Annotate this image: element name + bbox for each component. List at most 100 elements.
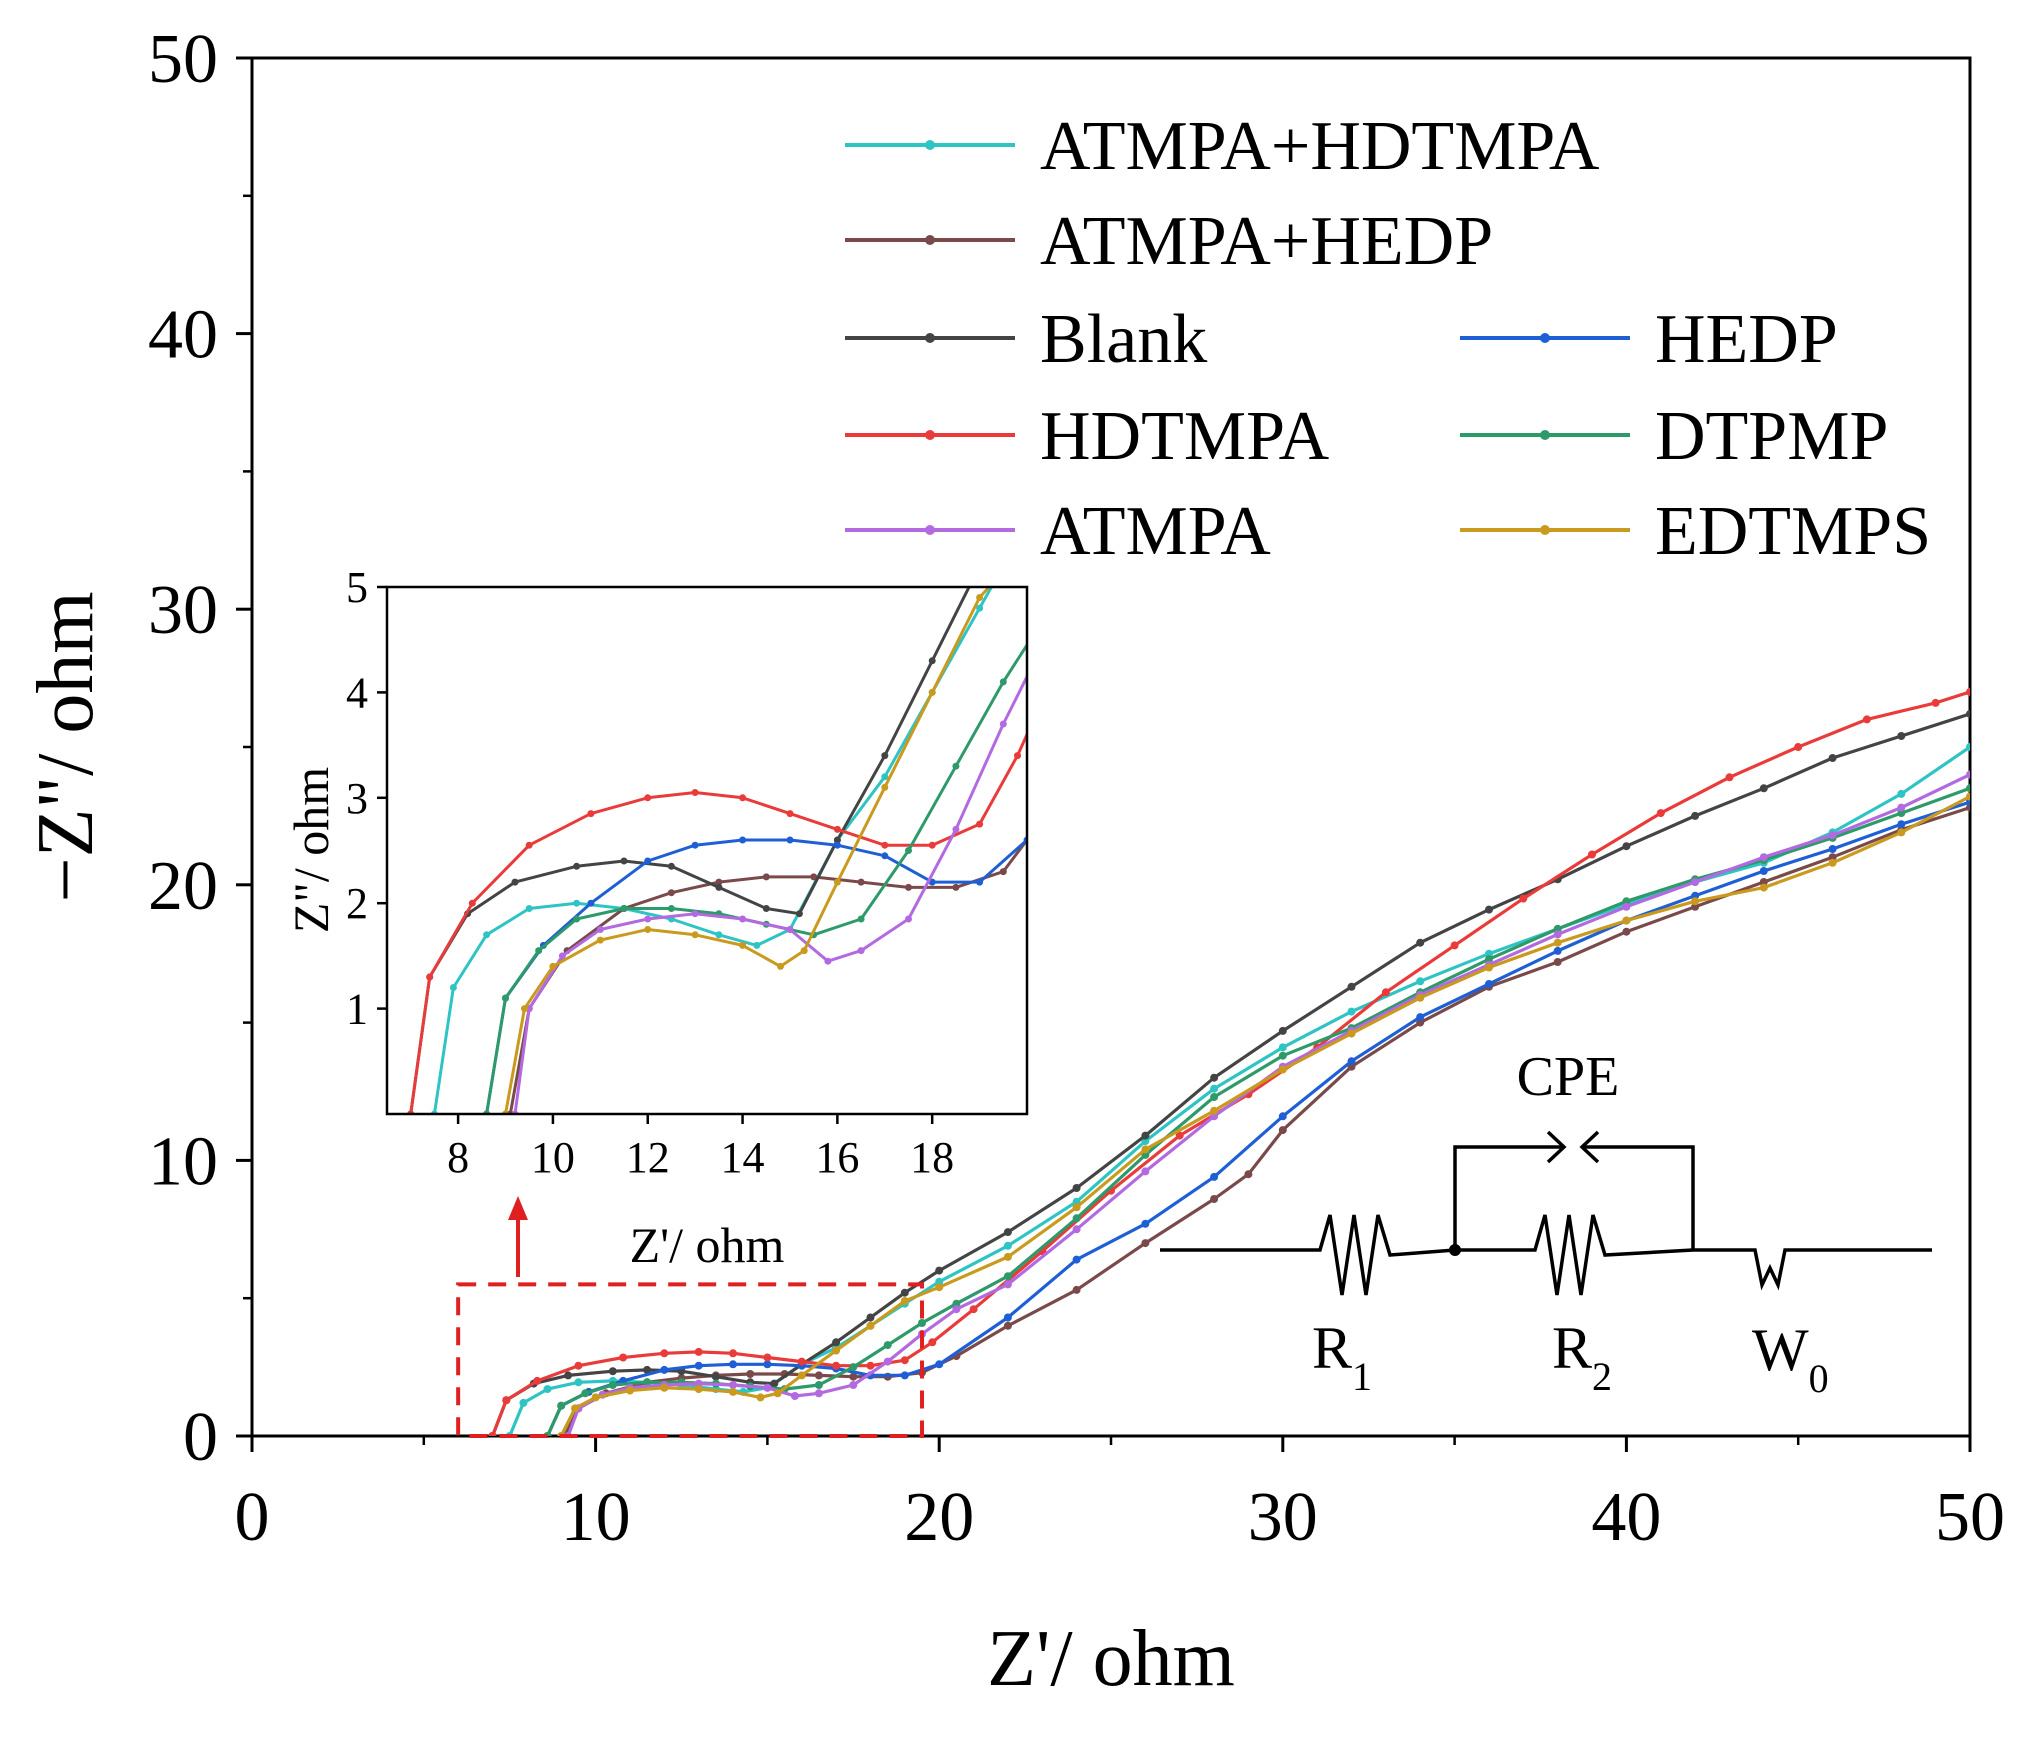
legend-label: ATMPA+HDTMPA xyxy=(1040,108,1600,185)
data-point xyxy=(1656,809,1665,818)
inset-data-point xyxy=(535,947,543,955)
inset-data-point xyxy=(1071,626,1078,633)
inset-data-point xyxy=(667,889,675,897)
inset-data-point xyxy=(715,931,723,939)
data-point xyxy=(1450,941,1459,950)
data-point xyxy=(1278,1051,1287,1060)
main-series-layer xyxy=(488,687,1970,1436)
inset-data-point xyxy=(511,878,519,886)
inset-data-point xyxy=(976,594,984,601)
data-point xyxy=(1691,902,1700,911)
inset-data-point xyxy=(881,783,889,791)
inset-data-point xyxy=(795,910,803,918)
circuit-r2-label: R2 xyxy=(1552,1315,1612,1399)
inset-data-point xyxy=(952,883,960,891)
legend-label: EDTMPS xyxy=(1655,493,1931,570)
inset-data-point xyxy=(502,994,509,1002)
data-point xyxy=(591,1393,600,1402)
data-point xyxy=(866,1313,875,1322)
inset-data-point xyxy=(753,941,761,949)
data-point xyxy=(1072,1184,1081,1192)
data-point xyxy=(1759,878,1768,886)
inset-data-point xyxy=(558,952,566,960)
data-point xyxy=(1553,958,1562,966)
circuit-cpe-label: CPE xyxy=(1517,1046,1620,1108)
legend-item: ATMPA+HDTMPA xyxy=(845,108,1600,185)
inset-data-point xyxy=(468,899,476,907)
data-point xyxy=(581,1389,590,1398)
data-point xyxy=(1485,980,1493,988)
inset-y-tick-label: 2 xyxy=(346,879,368,928)
data-point xyxy=(574,1361,583,1370)
inset-data-point xyxy=(691,931,699,939)
data-point xyxy=(502,1396,511,1405)
inset-data-point xyxy=(1118,689,1125,696)
data-point xyxy=(1003,1252,1012,1261)
legend-label: DTPMP xyxy=(1655,398,1888,475)
data-point xyxy=(832,1361,841,1370)
data-point xyxy=(729,1381,737,1389)
inset-x-tick-label: 18 xyxy=(910,1133,954,1182)
data-point xyxy=(763,1383,772,1392)
inset-data-point xyxy=(857,915,865,923)
data-point xyxy=(763,1360,772,1369)
data-point xyxy=(1141,1239,1150,1248)
inset-data-point xyxy=(928,688,936,696)
data-point xyxy=(1759,867,1768,875)
data-point xyxy=(849,1372,858,1381)
data-point xyxy=(729,1387,737,1396)
data-point xyxy=(1897,809,1906,818)
data-point xyxy=(900,1356,909,1365)
x-tick-label: 0 xyxy=(235,1479,270,1556)
inset-data-point xyxy=(1014,752,1021,760)
data-point xyxy=(694,1361,703,1370)
inset-data-point xyxy=(999,678,1007,686)
inset-data-point xyxy=(1047,805,1054,812)
data-point xyxy=(1553,946,1562,955)
inset-data-point xyxy=(525,841,533,849)
data-point xyxy=(866,1321,875,1330)
legend-label: ATMPA+HEDP xyxy=(1040,203,1493,280)
inset-x-tick-label: 14 xyxy=(721,1133,765,1182)
data-point xyxy=(1966,709,1970,718)
data-point xyxy=(1691,878,1700,886)
data-point xyxy=(790,1392,799,1400)
data-point xyxy=(1141,1145,1150,1154)
data-point xyxy=(1072,1225,1081,1234)
data-point xyxy=(1278,1126,1287,1135)
data-point xyxy=(1210,1093,1219,1101)
data-point xyxy=(1210,1172,1219,1181)
data-point xyxy=(849,1363,858,1372)
y-axis-title: −Z"/ ohm xyxy=(22,591,110,902)
data-point xyxy=(1553,924,1562,933)
data-point xyxy=(1759,784,1768,793)
data-point xyxy=(1553,938,1562,947)
inset-data-point xyxy=(976,878,984,886)
data-point xyxy=(832,1346,841,1355)
data-point xyxy=(1966,687,1970,696)
inset-data-point xyxy=(715,878,723,886)
data-point xyxy=(1897,828,1906,837)
data-point xyxy=(1210,1084,1219,1093)
legend-marker xyxy=(925,525,935,535)
data-point xyxy=(1278,1112,1287,1121)
series-line-2 xyxy=(491,712,1970,1436)
inset-series-line-0 xyxy=(432,587,994,1114)
legend-marker xyxy=(1540,333,1550,343)
data-point xyxy=(1416,938,1425,947)
inset-data-point xyxy=(762,905,770,912)
data-point xyxy=(1175,1131,1184,1140)
y-tick-label: 40 xyxy=(148,297,218,374)
inset-data-point xyxy=(667,905,675,912)
legend-item: HEDP xyxy=(1460,301,1838,378)
data-point xyxy=(1828,754,1837,762)
data-point xyxy=(900,1288,909,1297)
legend-marker xyxy=(925,235,935,245)
inset-data-point xyxy=(620,857,628,865)
data-point xyxy=(1931,698,1940,707)
data-point xyxy=(1278,1065,1287,1074)
inset-data-point xyxy=(739,915,747,923)
inset-x-tick-label: 16 xyxy=(815,1133,859,1182)
y-tick-label: 10 xyxy=(148,1123,218,1200)
inset-data-point xyxy=(881,752,889,760)
